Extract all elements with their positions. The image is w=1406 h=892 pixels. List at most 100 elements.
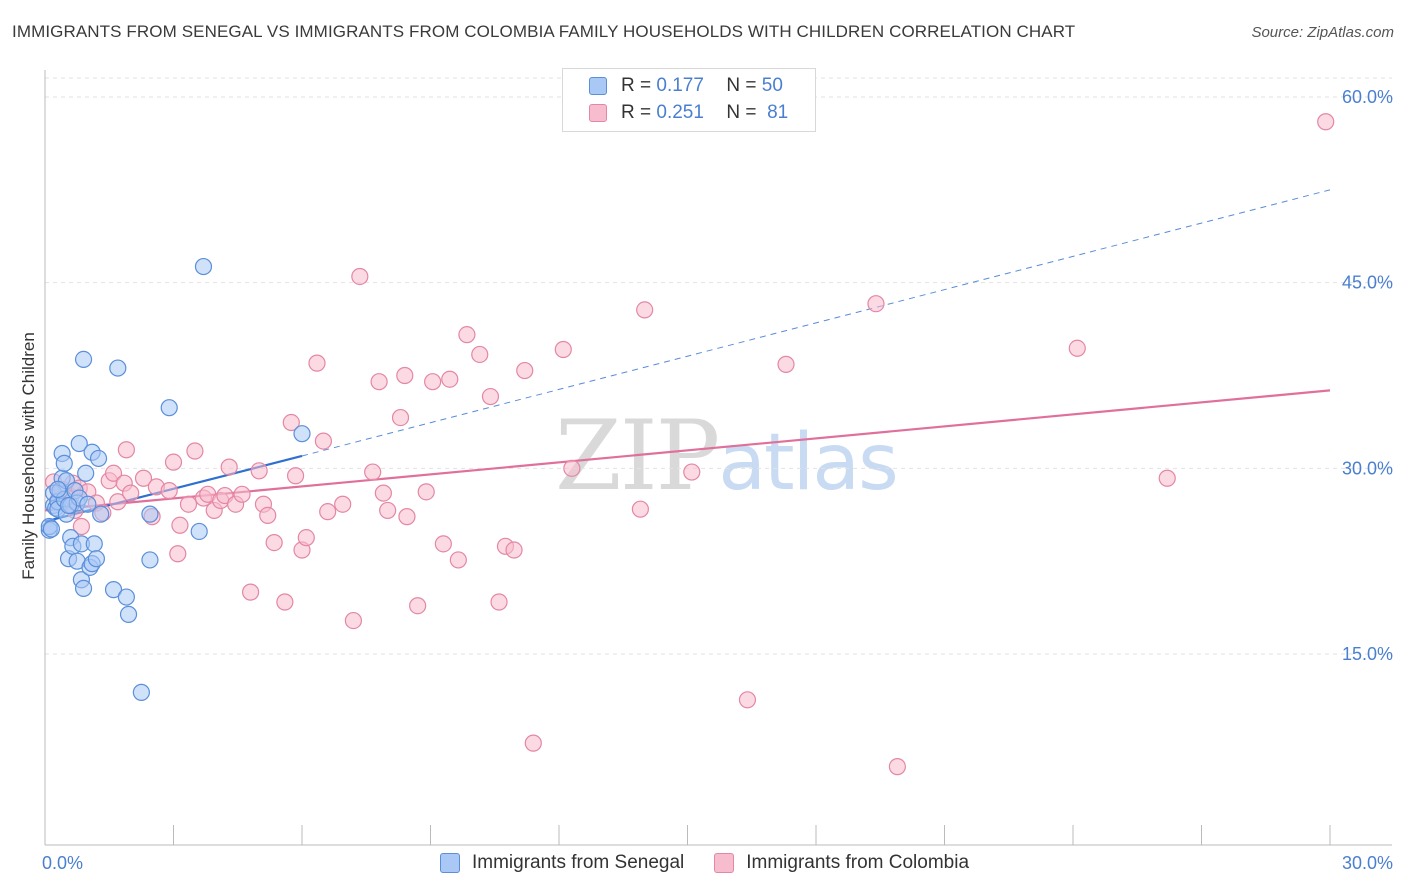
colombia-point xyxy=(344,611,362,630)
colombia-point xyxy=(171,516,189,534)
colombia-point xyxy=(516,361,534,380)
senegal-point xyxy=(132,683,150,701)
y-tick-label: 15.0% xyxy=(1342,644,1393,664)
senegal-point xyxy=(70,434,88,453)
colombia-point xyxy=(738,691,757,709)
colombia-point xyxy=(888,758,906,776)
senegal-point xyxy=(92,505,110,523)
x-tick-label: 0.0% xyxy=(42,853,83,873)
colombia-point xyxy=(424,373,442,391)
senegal-point xyxy=(194,257,213,276)
colombia-legend-swatch xyxy=(714,853,735,873)
colombia-point xyxy=(471,345,489,364)
series-legend: Immigrants from Senegal Immigrants from … xyxy=(440,852,999,874)
colombia-point xyxy=(169,545,187,563)
colombia-point xyxy=(104,464,123,482)
colombia-point xyxy=(186,442,204,460)
colombia-point xyxy=(524,734,542,752)
grid xyxy=(45,77,1392,655)
senegal-points xyxy=(40,257,311,701)
series-legend-colombia: Immigrants from Colombia xyxy=(714,852,969,874)
colombia-point xyxy=(490,593,508,611)
legend-n-label: N = xyxy=(726,102,757,123)
colombia-point xyxy=(867,295,885,313)
senegal-point xyxy=(42,520,61,538)
chart-title: IMMIGRANTS FROM SENEGAL VS IMMIGRANTS FR… xyxy=(12,22,1076,41)
senegal-point xyxy=(55,454,73,472)
colombia-point xyxy=(1068,339,1086,357)
senegal-swatch xyxy=(589,77,607,95)
colombia-point xyxy=(160,482,178,500)
legend-r-label: R = xyxy=(621,102,652,123)
senegal-point xyxy=(89,449,108,468)
senegal-legend-swatch xyxy=(440,853,460,873)
y-tick-label: 60.0% xyxy=(1342,87,1393,107)
legend-n-label: N = xyxy=(726,75,757,96)
colombia-point xyxy=(297,529,315,547)
colombia-point xyxy=(276,593,294,611)
senegal-point xyxy=(190,522,208,541)
senegal-trend-extension xyxy=(301,189,1331,457)
colombia-swatch xyxy=(589,104,607,122)
colombia-point xyxy=(683,463,701,481)
source-credit: Source: ZipAtlas.com xyxy=(1251,24,1394,41)
legend-n-value-colombia: 81 xyxy=(767,102,789,123)
colombia-point xyxy=(242,583,260,601)
axes xyxy=(44,70,1392,846)
y-tick-labels: 15.0% 30.0% 45.0% 60.0% xyxy=(1342,87,1393,664)
colombia-point xyxy=(1158,469,1176,487)
senegal-point xyxy=(141,505,159,523)
colombia-point xyxy=(286,467,305,485)
legend-row-colombia: R = 0.251 N = 81 xyxy=(589,100,788,126)
colombia-point xyxy=(220,458,238,476)
correlation-legend: R = 0.177 N = 50 R = 0.251 N = 81 xyxy=(562,68,816,132)
senegal-point xyxy=(77,464,95,482)
colombia-point xyxy=(334,495,352,513)
legend-r-value-colombia: 0.251 xyxy=(656,102,704,123)
colombia-point xyxy=(554,340,572,359)
colombia-point xyxy=(449,551,467,569)
colombia-point xyxy=(505,541,523,559)
colombia-point xyxy=(481,387,500,406)
colombia-point xyxy=(319,503,337,521)
senegal-point xyxy=(117,588,135,606)
colombia-point xyxy=(72,517,91,536)
colombia-point xyxy=(1317,113,1335,131)
colombia-point xyxy=(314,432,333,450)
senegal-point xyxy=(87,550,106,568)
colombia-point xyxy=(364,463,382,481)
senegal-point xyxy=(49,480,67,498)
colombia-point xyxy=(308,354,326,372)
senegal-point xyxy=(119,605,138,623)
colombia-point xyxy=(391,408,410,427)
colombia-point xyxy=(631,500,649,518)
colombia-point xyxy=(777,355,795,373)
legend-r-value-senegal: 0.177 xyxy=(656,75,704,96)
colombia-point xyxy=(396,366,414,385)
colombia-points xyxy=(44,113,1335,776)
colombia-point xyxy=(563,459,581,477)
colombia-point xyxy=(374,484,392,502)
colombia-point xyxy=(164,453,183,471)
colombia-point xyxy=(179,495,198,513)
colombia-point xyxy=(351,267,369,286)
senegal-point xyxy=(79,495,97,513)
colombia-point xyxy=(398,508,416,526)
senegal-point xyxy=(59,496,78,515)
y-axis-label: Family Households with Children xyxy=(19,332,38,580)
series-legend-colombia-label: Immigrants from Colombia xyxy=(746,852,970,873)
senegal-point xyxy=(104,581,123,599)
senegal-point xyxy=(74,350,93,369)
x-tick-label: 30.0% xyxy=(1342,853,1393,873)
colombia-point xyxy=(417,483,435,501)
colombia-point xyxy=(379,501,397,520)
legend-r-label: R = xyxy=(621,75,652,96)
x-tick-labels: 0.0% 30.0% xyxy=(42,853,1393,873)
senegal-point xyxy=(141,551,159,569)
senegal-point xyxy=(109,359,127,377)
colombia-point xyxy=(636,301,654,319)
colombia-point xyxy=(259,506,277,524)
y-tick-label: 45.0% xyxy=(1342,273,1393,293)
colombia-point xyxy=(370,373,388,391)
